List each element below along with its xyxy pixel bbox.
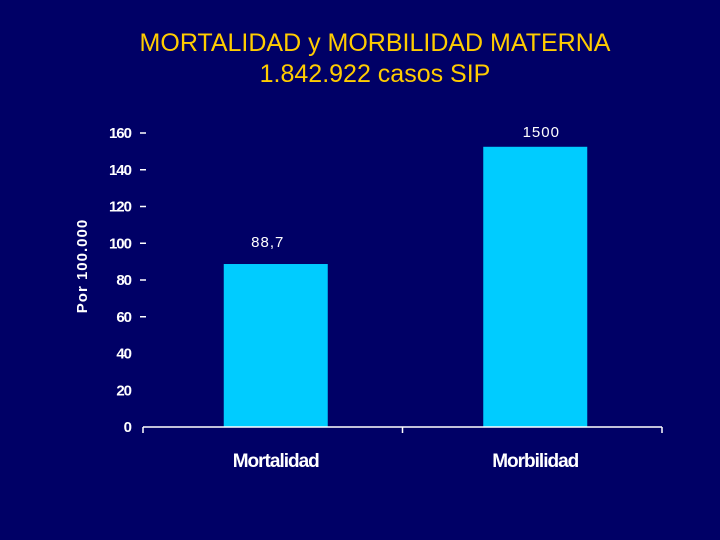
y-tick-label-80: 80 [116,272,131,289]
data-label-morbilidad: 1500 [523,124,560,141]
bar-morbilidad [483,146,588,427]
y-tick-label-60: 60 [116,309,131,326]
y-tick-label-120: 120 [109,199,132,216]
y-tick-label-0: 0 [124,419,132,436]
x-category-label-morbilidad: Morbilidad [492,451,578,472]
y-tick-label-140: 140 [109,162,132,179]
chart-title: MORTALIDAD y MORBILIDAD MATERNA 1.842.92… [0,28,720,90]
chart-title-line-2: 1.842.922 casos SIP [259,60,491,88]
y-tick-label-100: 100 [109,235,132,252]
y-tick-label-160: 160 [109,125,132,142]
chart-title-line-1: MORTALIDAD y MORBILIDAD MATERNA [139,29,611,57]
y-tick-label-20: 20 [116,382,131,399]
bar-mortalidad [223,264,328,427]
data-label-mortalidad: 88,7 [251,234,284,251]
x-category-label-mortalidad: Mortalidad [233,451,319,472]
y-tick-label-40: 40 [116,346,131,363]
